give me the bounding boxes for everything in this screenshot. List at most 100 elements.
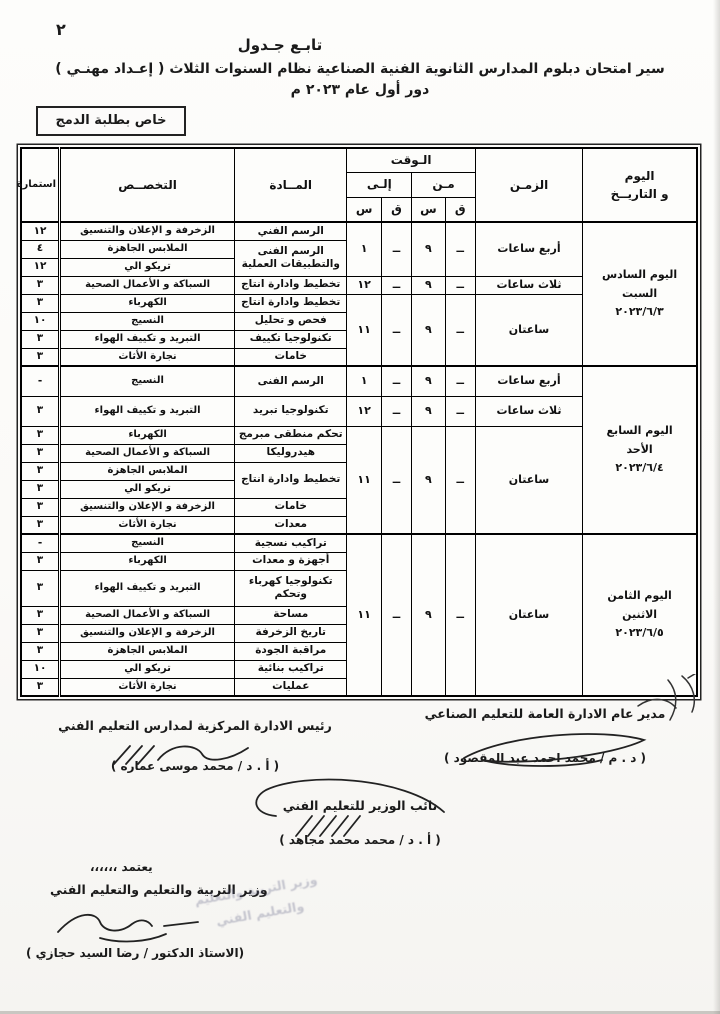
specialization-cell: الزخرفة و الإعلان والتنسيق <box>59 623 236 643</box>
specialization-cell: الملابس الجاهزة <box>59 461 236 481</box>
specialization-cell: تريكو الي <box>59 257 236 277</box>
specialization-cell: النسيج <box>59 311 236 331</box>
signature-block-deputy-minister: نائب الوزير للتعليم الفني ( أ . د / محمد… <box>238 798 482 847</box>
subject-cell: تخطيط وادارة انتاج <box>234 275 348 295</box>
form-number-cell: ٣ <box>20 461 61 481</box>
subject-cell: الرسم الفنى والتطبيقات العملية <box>234 239 348 277</box>
specialization-cell: تريكو الي <box>59 659 236 679</box>
header-form: استمارة <box>17 147 61 223</box>
time-hours-cell: ٩ <box>411 221 446 277</box>
time-minutes-cell: ــ <box>444 533 476 697</box>
specialization-cell: السباكة و الأعمال الصحية <box>59 275 236 295</box>
duration-cell: ساعتان <box>474 425 584 535</box>
approval-title: وزير التربية والتعليم والتعليم الفني <box>50 882 268 897</box>
subject-cell: معدات <box>234 515 348 535</box>
time-hours-cell: ٩ <box>411 425 446 535</box>
margin-scribble <box>637 674 697 721</box>
time-hours-cell: ١٢ <box>346 275 382 295</box>
specialization-cell: الكهرباء <box>59 551 236 571</box>
form-number-cell: ٣ <box>20 329 61 349</box>
time-minutes-cell: ــ <box>444 365 476 397</box>
form-number-cell: ١٢ <box>20 257 61 277</box>
subject-cell: تراكيب نسجية <box>234 533 348 553</box>
header-hours: س <box>346 196 382 223</box>
signature-block-central-admin: رئيس الادارة المركزية لمدارس التعليم الف… <box>26 718 364 773</box>
header-time: الـوقت <box>346 147 476 173</box>
subject-cell: تكنولوجيا تكييف <box>234 329 348 349</box>
signature-title: مدير عام الادارة العامة للتعليم الصناعي <box>424 706 666 721</box>
form-number-cell: ١٢ <box>20 221 61 241</box>
form-number-cell: ٣ <box>20 347 61 367</box>
form-number-cell: ٤ <box>20 239 61 259</box>
time-minutes-cell: ــ <box>380 365 413 397</box>
header-to: إلـى <box>346 171 413 198</box>
specialization-cell: الملابس الجاهزة <box>59 239 236 259</box>
signature-scribble-left <box>113 745 249 765</box>
subject-cell: فحص و تحليل <box>234 311 348 331</box>
signature-scribble-right <box>463 733 647 767</box>
specialization-cell: السباكة و الأعمال الصحية <box>59 443 236 463</box>
signature-scribble-deputy <box>255 778 445 837</box>
subject-cell: عمليات <box>234 677 348 697</box>
form-number-cell: ٣ <box>20 479 61 499</box>
duration-cell: ثلاث ساعات <box>474 275 584 295</box>
form-number-cell: ٣ <box>20 551 61 571</box>
duration-cell: أربع ساعات <box>474 221 584 277</box>
header-subject: المــادة <box>234 147 348 223</box>
header-minutes: ق <box>380 196 413 223</box>
time-hours-cell: ١ <box>346 221 382 277</box>
time-minutes-cell: ــ <box>380 425 413 535</box>
schedule-body: اليوم السادس السبت ٢٠٢٣/٦/٣ أربع ساعات ــ ٩… <box>20 221 698 697</box>
header-day-date: اليوم و التاريــخ <box>582 147 698 223</box>
subject-cell: تخطيط وادارة انتاج <box>234 461 348 499</box>
time-minutes-cell: ــ <box>380 275 413 295</box>
signature-name: ( أ . د / محمد موسى عماره ) <box>110 759 280 773</box>
form-number-cell: ٣ <box>20 443 61 463</box>
form-number-cell: ٣ <box>20 293 61 313</box>
duration-cell: ساعتان <box>474 533 584 697</box>
time-minutes-cell: ــ <box>444 425 476 535</box>
form-number-cell: ٣ <box>20 395 61 427</box>
day-date-cell: اليوم الثامن الاثنين ٢٠٢٣/٦/٥ <box>582 533 698 697</box>
title-main: سير امتحان دبلوم المدارس الثانوية الفنية… <box>55 61 665 77</box>
time-minutes-cell: ــ <box>444 275 476 295</box>
header-duration: الزمـن <box>474 147 584 223</box>
time-minutes-cell: ــ <box>444 395 476 427</box>
specialization-cell: نجارة الأثاث <box>59 677 236 697</box>
approval-name: (الاستاذ الدكتور / رضا السيد حجازي ) <box>26 946 245 960</box>
subject-cell: الرسم الفني <box>234 221 348 241</box>
specialization-cell: التبريد و تكييف الهواء <box>59 329 236 349</box>
time-hours-cell: ١١ <box>346 425 382 535</box>
specialization-cell: نجارة الأثاث <box>59 347 236 367</box>
duration-cell: أربع ساعات <box>474 365 584 397</box>
time-hours-cell: ١٢ <box>346 395 382 427</box>
specialization-cell: تريكو الي <box>59 479 236 499</box>
time-minutes-cell: ــ <box>380 293 413 367</box>
form-number-cell: ١٠ <box>20 311 61 331</box>
subject-cell: تكنولوجيا تبريد <box>234 395 348 427</box>
title-session: دور أول عام ٢٠٢٣ م <box>290 82 430 98</box>
duration-cell: ثلاث ساعات <box>474 395 584 427</box>
duration-cell: ساعتان <box>474 293 584 367</box>
specialization-cell: الزخرفة و الإعلان والتنسيق <box>59 497 236 517</box>
time-minutes-cell: ــ <box>444 221 476 277</box>
form-number-cell: ٣ <box>20 425 61 445</box>
subject-cell: تراكيب بنائية <box>234 659 348 679</box>
signature-scribble-minister <box>57 914 199 943</box>
day-date-cell: اليوم السابع الأحد ٢٠٢٣/٦/٤ <box>582 365 698 535</box>
subject-cell: تخطيط وادارة انتاج <box>234 293 348 313</box>
specialization-cell: نجارة الأثاث <box>59 515 236 535</box>
subject-cell: تحكم منطقى مبرمج <box>234 425 348 445</box>
specialization-cell: الملابس الجاهزة <box>59 641 236 661</box>
signature-title: نائب الوزير للتعليم الفني <box>282 798 438 813</box>
time-hours-cell: ٩ <box>411 365 446 397</box>
document-header: تابـع جـدول سير امتحان دبلوم المدارس الث… <box>0 36 720 98</box>
specialization-cell: الزخرفة و الإعلان والتنسيق <box>59 221 236 241</box>
time-hours-cell: ١ <box>346 365 382 397</box>
specialization-cell: الكهرباء <box>59 425 236 445</box>
subject-cell: الرسم الفنى <box>234 365 348 397</box>
form-number-cell: ٣ <box>20 569 61 607</box>
form-number-cell: ٣ <box>20 677 61 697</box>
form-number-cell: ٣ <box>20 605 61 625</box>
form-number-cell: ٣ <box>20 641 61 661</box>
